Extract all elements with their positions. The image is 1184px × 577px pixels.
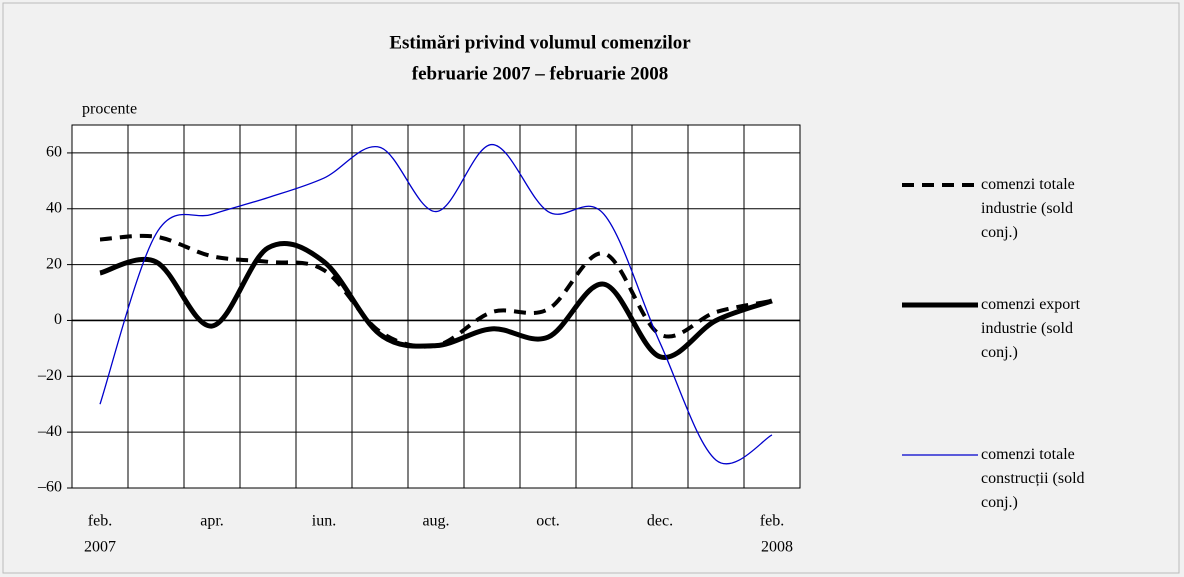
y-tick-label: 0 <box>54 311 62 328</box>
plot-area <box>71 124 801 489</box>
legend-label: comenzi totale construcții (sold conj.) <box>981 446 1085 511</box>
y-tick-label: 60 <box>46 144 62 161</box>
y-tick-label: –20 <box>37 367 62 384</box>
x-tick-label: feb. <box>88 513 112 530</box>
y-tick-label: –40 <box>37 423 62 440</box>
x-tick-label: oct. <box>536 513 560 530</box>
y-tick-label: 20 <box>46 255 62 272</box>
y-tick-label: 40 <box>46 199 62 216</box>
x-tick-label: aug. <box>422 513 449 530</box>
x-tick-label: apr. <box>200 513 224 530</box>
start-year-label: 2007 <box>84 539 116 556</box>
y-tick-label: –60 <box>37 479 62 496</box>
x-tick-label: dec. <box>647 513 673 530</box>
legend-label: comenzi export industrie (sold conj.) <box>981 296 1081 361</box>
end-year-label: 2008 <box>761 539 793 556</box>
chart-subtitle: februarie 2007 – februarie 2008 <box>412 63 668 84</box>
series-line <box>99 241 773 360</box>
y-axis-label: procente <box>82 101 137 118</box>
series-line <box>99 143 773 465</box>
legend-label: comenzi totale industrie (sold conj.) <box>981 176 1075 241</box>
x-tick-label: iun. <box>312 513 336 530</box>
chart-title: Estimări privind volumul comenzilor <box>389 32 691 53</box>
x-tick-label: feb. <box>760 513 784 530</box>
